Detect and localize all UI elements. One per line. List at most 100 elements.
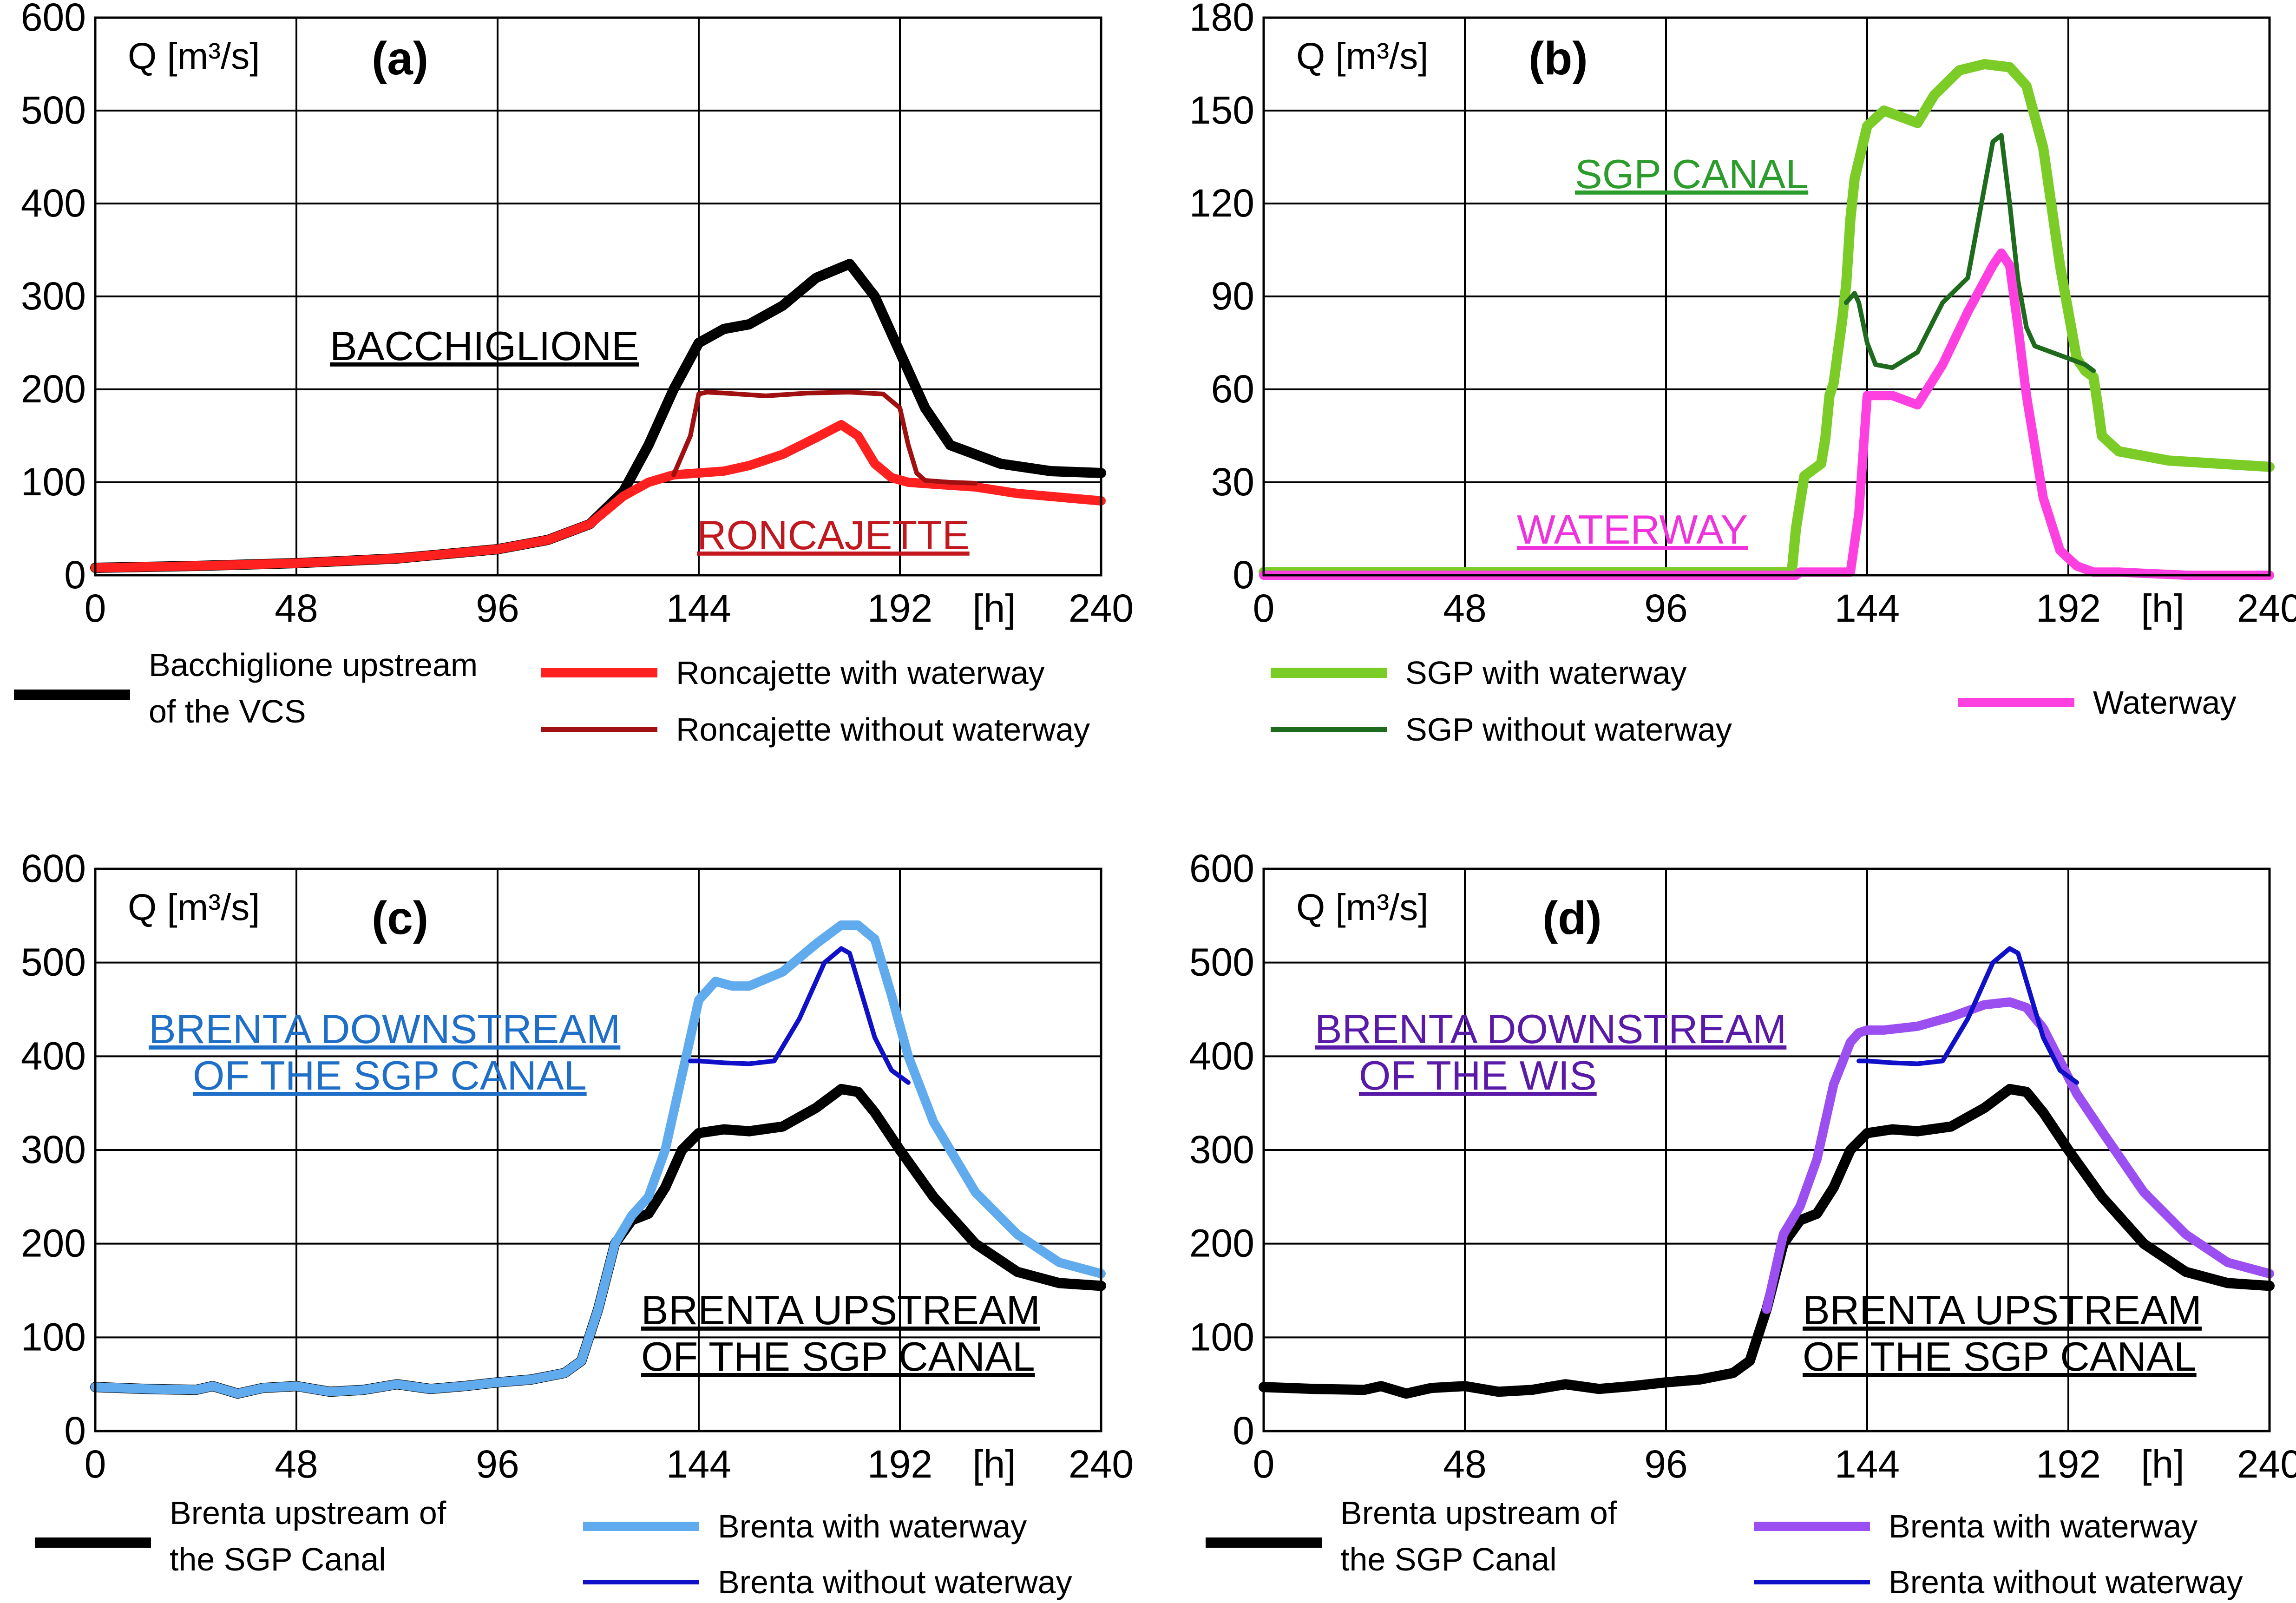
series-line xyxy=(1762,997,2274,1314)
legend-label: Roncajette without waterway xyxy=(676,711,1090,748)
y-tick-label: 180 xyxy=(1189,0,1254,39)
x-tick-label: 144 xyxy=(666,586,731,630)
x-tick-label: 96 xyxy=(476,1442,519,1486)
y-tick-label: 90 xyxy=(1211,274,1254,318)
x-tick-label: 192 xyxy=(2036,586,2101,630)
y-tick-label: 200 xyxy=(21,1222,86,1265)
x-tick-label: 48 xyxy=(275,586,318,630)
legend-label: Brenta without waterway xyxy=(718,1564,1072,1600)
series-line xyxy=(1259,1084,2275,1399)
series-annotation: RONCAJETTE xyxy=(697,512,970,558)
chart-panel-4: 0 100 200 300 400 500 600 0 48 96 144 192 240 [h] Q [m… xyxy=(1189,847,2296,1600)
y-tick-label: 600 xyxy=(1189,847,1254,890)
legend-label: the SGP Canal xyxy=(170,1541,386,1577)
series-annotation: BRENTA DOWNSTREAM xyxy=(149,1006,620,1052)
series-line xyxy=(1856,946,2079,1085)
y-axis-label: Q [m³/s] xyxy=(128,35,260,77)
legend-label: Brenta with waterway xyxy=(1889,1508,2198,1544)
x-tick-label: 240 xyxy=(1069,586,1134,630)
y-tick-label: 200 xyxy=(21,367,86,411)
y-tick-label: 0 xyxy=(1233,553,1254,597)
panel-label: (a) xyxy=(372,33,428,85)
panel-label: (b) xyxy=(1528,33,1588,85)
series-annotation: BRENTA UPSTREAM xyxy=(1803,1287,2202,1333)
panel-label: (d) xyxy=(1542,892,1602,944)
series-annotation: SGP CANAL xyxy=(1575,151,1808,197)
y-tick-label: 400 xyxy=(21,181,86,225)
y-tick-label: 300 xyxy=(21,274,86,318)
panel-label: (c) xyxy=(372,892,428,944)
x-axis-label: [h] xyxy=(2141,586,2184,630)
series-annotation-line2: OF THE SGP CANAL xyxy=(641,1334,1035,1380)
y-tick-label: 600 xyxy=(21,847,86,890)
y-tick-label: 60 xyxy=(1211,367,1254,411)
plot-frame xyxy=(94,867,1102,1432)
series-line xyxy=(1259,248,2274,580)
series-line xyxy=(688,946,911,1085)
y-axis-label: Q [m³/s] xyxy=(1296,887,1428,928)
x-tick-label: 240 xyxy=(2237,586,2296,630)
series-annotation: BACCHIGLIONE xyxy=(330,323,639,369)
y-tick-label: 500 xyxy=(1189,940,1254,984)
series-annotation-line2: OF THE WIS xyxy=(1359,1052,1597,1098)
x-axis-label: [h] xyxy=(972,586,1016,630)
x-tick-label: 96 xyxy=(1644,1442,1687,1486)
y-tick-label: 150 xyxy=(1189,88,1254,132)
legend-label: of the VCS xyxy=(149,693,306,729)
legend-label: SGP with waterway xyxy=(1405,655,1687,691)
legend-label: Roncajette with waterway xyxy=(676,655,1045,691)
y-tick-label: 300 xyxy=(1189,1128,1254,1171)
x-tick-label: 0 xyxy=(1253,586,1275,630)
series-annotation: BRENTA UPSTREAM xyxy=(641,1287,1040,1333)
x-axis-label: [h] xyxy=(2141,1442,2184,1486)
x-tick-label: 48 xyxy=(1443,1442,1486,1486)
series-annotation: WATERWAY xyxy=(1517,506,1748,552)
y-tick-label: 120 xyxy=(1189,181,1254,225)
legend-label: Brenta upstream of xyxy=(170,1495,446,1531)
y-tick-label: 300 xyxy=(21,1128,86,1171)
y-tick-label: 400 xyxy=(21,1034,86,1077)
y-tick-label: 30 xyxy=(1211,460,1254,504)
x-tick-label: 0 xyxy=(1253,1442,1275,1486)
x-tick-label: 48 xyxy=(275,1442,318,1486)
x-tick-label: 192 xyxy=(867,586,932,630)
x-tick-label: 48 xyxy=(1443,586,1486,630)
series-line xyxy=(1259,59,2275,578)
x-tick-label: 96 xyxy=(476,586,519,630)
x-tick-label: 240 xyxy=(2237,1442,2296,1486)
legend-label: Bacchiglione upstream xyxy=(149,647,478,683)
plot-frame xyxy=(94,16,1102,577)
x-tick-label: 240 xyxy=(1069,1442,1134,1486)
y-tick-label: 600 xyxy=(21,0,86,39)
y-tick-label: 100 xyxy=(1189,1315,1254,1359)
series-annotation-line2: OF THE SGP CANAL xyxy=(193,1052,587,1098)
plot-frame xyxy=(1262,867,2271,1432)
y-tick-label: 200 xyxy=(1189,1222,1254,1265)
x-tick-label: 144 xyxy=(666,1442,731,1486)
x-tick-label: 192 xyxy=(867,1442,932,1486)
series-annotation: BRENTA DOWNSTREAM xyxy=(1315,1006,1786,1052)
x-tick-label: 0 xyxy=(85,586,106,630)
y-tick-label: 400 xyxy=(1189,1034,1254,1077)
y-tick-label: 0 xyxy=(1233,1409,1254,1452)
legend-label: the SGP Canal xyxy=(1340,1541,1557,1577)
legend-label: Brenta with waterway xyxy=(718,1508,1027,1544)
x-tick-label: 96 xyxy=(1644,586,1687,630)
x-tick-label: 144 xyxy=(1835,586,1900,630)
series-line xyxy=(91,420,1106,572)
y-axis-label: Q [m³/s] xyxy=(1296,35,1428,77)
x-tick-label: 144 xyxy=(1835,1442,1900,1486)
y-tick-label: 500 xyxy=(21,88,86,132)
legend-label: Brenta upstream of xyxy=(1340,1495,1617,1531)
plot-frame xyxy=(1262,16,2271,577)
chart-panel-2: 0 30 60 90 120 150 180 0 48 96 144 192 240 [h] Q [m³/s… xyxy=(1189,0,2296,748)
x-tick-label: 192 xyxy=(2036,1442,2101,1486)
x-tick-label: 0 xyxy=(85,1442,106,1486)
chart-panel-3: 0 100 200 300 400 500 600 0 48 96 144 192 240 [h] Q [m… xyxy=(21,847,1134,1600)
y-axis-label: Q [m³/s] xyxy=(128,887,260,928)
legend-label: SGP without waterway xyxy=(1405,711,1732,748)
series-line xyxy=(91,920,1106,1399)
series-annotation-line2: OF THE SGP CANAL xyxy=(1803,1334,2197,1380)
